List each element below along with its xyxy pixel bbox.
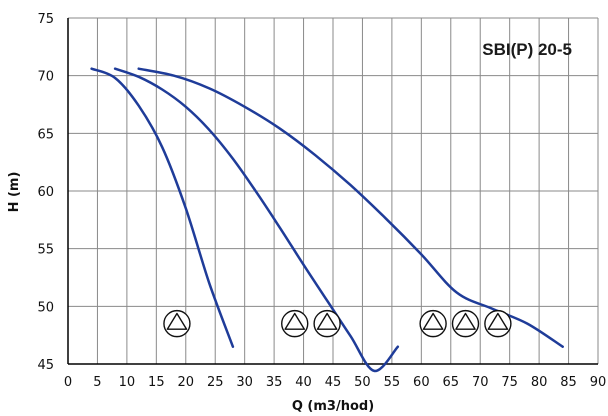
x-tick-label: 65	[443, 375, 460, 390]
performance-curves	[90, 67, 564, 373]
chart-title: SBI(P) 20-5	[482, 40, 572, 59]
x-tick-label: 35	[266, 375, 283, 390]
pump-markers	[163, 309, 512, 338]
y-tick-label: 65	[37, 127, 54, 142]
x-tick-label: 85	[560, 375, 577, 390]
y-tick-label: 45	[37, 358, 54, 373]
x-tick-label: 10	[119, 375, 136, 390]
x-tick-label: 30	[236, 375, 253, 390]
x-tick-label: 80	[531, 375, 548, 390]
pump-triangle-icon	[419, 309, 447, 338]
x-tick-label: 55	[384, 375, 401, 390]
pump-triangle-icon	[313, 309, 341, 338]
x-tick-label: 50	[354, 375, 371, 390]
x-tick-label: 0	[64, 375, 72, 390]
x-tick-label: 60	[413, 375, 430, 390]
axes	[67, 18, 598, 365]
curve-1-pumps	[90, 67, 235, 348]
y-tick-label: 70	[37, 70, 54, 85]
pump-triangle-icon	[163, 309, 191, 338]
x-tick-labels: 0 5 10 15 20 25 30 35 40 45 50 55 60 65 70 75 80 85 90	[64, 375, 606, 390]
grid	[68, 17, 599, 364]
y-tick-labels: 45 50 55 60 65 70 75	[37, 12, 54, 373]
y-tick-label: 60	[37, 185, 54, 200]
y-tick-label: 75	[37, 12, 54, 27]
y-axis-label: H (m)	[7, 172, 22, 213]
x-axis-label: Q (m3/hod)	[292, 399, 374, 414]
y-tick-label: 55	[37, 243, 54, 258]
x-tick-label: 45	[325, 375, 342, 390]
pump-triangle-icon	[484, 309, 512, 338]
x-tick-label: 15	[148, 375, 165, 390]
pump-triangle-icon	[451, 309, 480, 338]
x-tick-label: 90	[590, 375, 607, 390]
x-tick-label: 5	[93, 375, 101, 390]
x-tick-label: 25	[207, 375, 224, 390]
pump-triangle-icon	[281, 309, 309, 338]
curve-3-pumps	[137, 67, 564, 348]
x-tick-label: 20	[178, 375, 195, 390]
x-tick-label: 40	[295, 375, 312, 390]
x-tick-label: 70	[472, 375, 489, 390]
x-tick-label: 75	[501, 375, 518, 390]
curve-2-pumps	[113, 67, 400, 373]
y-tick-label: 50	[37, 300, 54, 315]
